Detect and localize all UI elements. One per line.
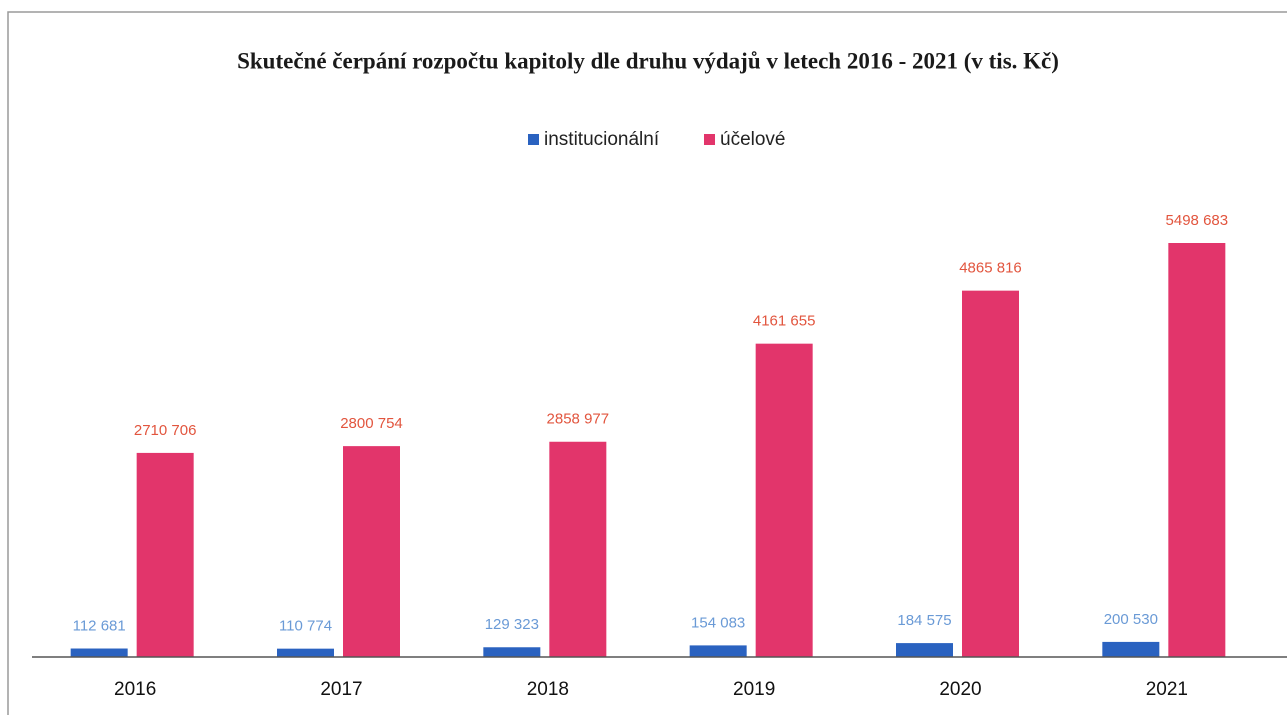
value-label: 5498 683 [1166, 212, 1229, 229]
bar [136, 452, 194, 657]
bar [962, 290, 1019, 657]
value-label: 129 323 [485, 616, 539, 633]
legend-label: institucionální [544, 129, 660, 150]
value-label: 4865 816 [959, 260, 1022, 277]
value-label: 112 681 [73, 617, 126, 634]
x-tick-label: 2021 [1146, 679, 1188, 700]
bar [689, 645, 747, 657]
x-tick-label: 2020 [939, 679, 981, 700]
value-label: 4161 655 [753, 313, 816, 330]
value-label: 2710 706 [134, 422, 197, 439]
value-label: 2800 754 [340, 415, 403, 432]
bar [896, 643, 953, 657]
bar [483, 647, 541, 657]
chart-title: Skutečné čerpání rozpočtu kapitoly dle d… [237, 48, 1059, 73]
chart-frame [7, 11, 1287, 715]
bar [549, 441, 607, 657]
x-tick-label: 2019 [733, 679, 775, 700]
legend-swatch [704, 134, 715, 145]
x-tick-label: 2018 [527, 679, 569, 700]
legend-swatch [528, 134, 539, 145]
value-label: 200 530 [1104, 611, 1158, 628]
value-label: 184 575 [897, 612, 951, 629]
bar [1102, 641, 1160, 657]
bar [1168, 243, 1226, 657]
bar [277, 648, 334, 657]
bar [343, 446, 400, 657]
legend-label: účelové [720, 129, 786, 150]
bar [755, 343, 813, 657]
value-label: 2858 977 [547, 411, 610, 428]
value-label: 154 083 [691, 614, 745, 631]
value-label: 110 774 [279, 618, 332, 635]
x-tick-label: 2017 [320, 679, 362, 700]
x-tick-label: 2016 [114, 679, 156, 700]
bar [70, 648, 128, 657]
